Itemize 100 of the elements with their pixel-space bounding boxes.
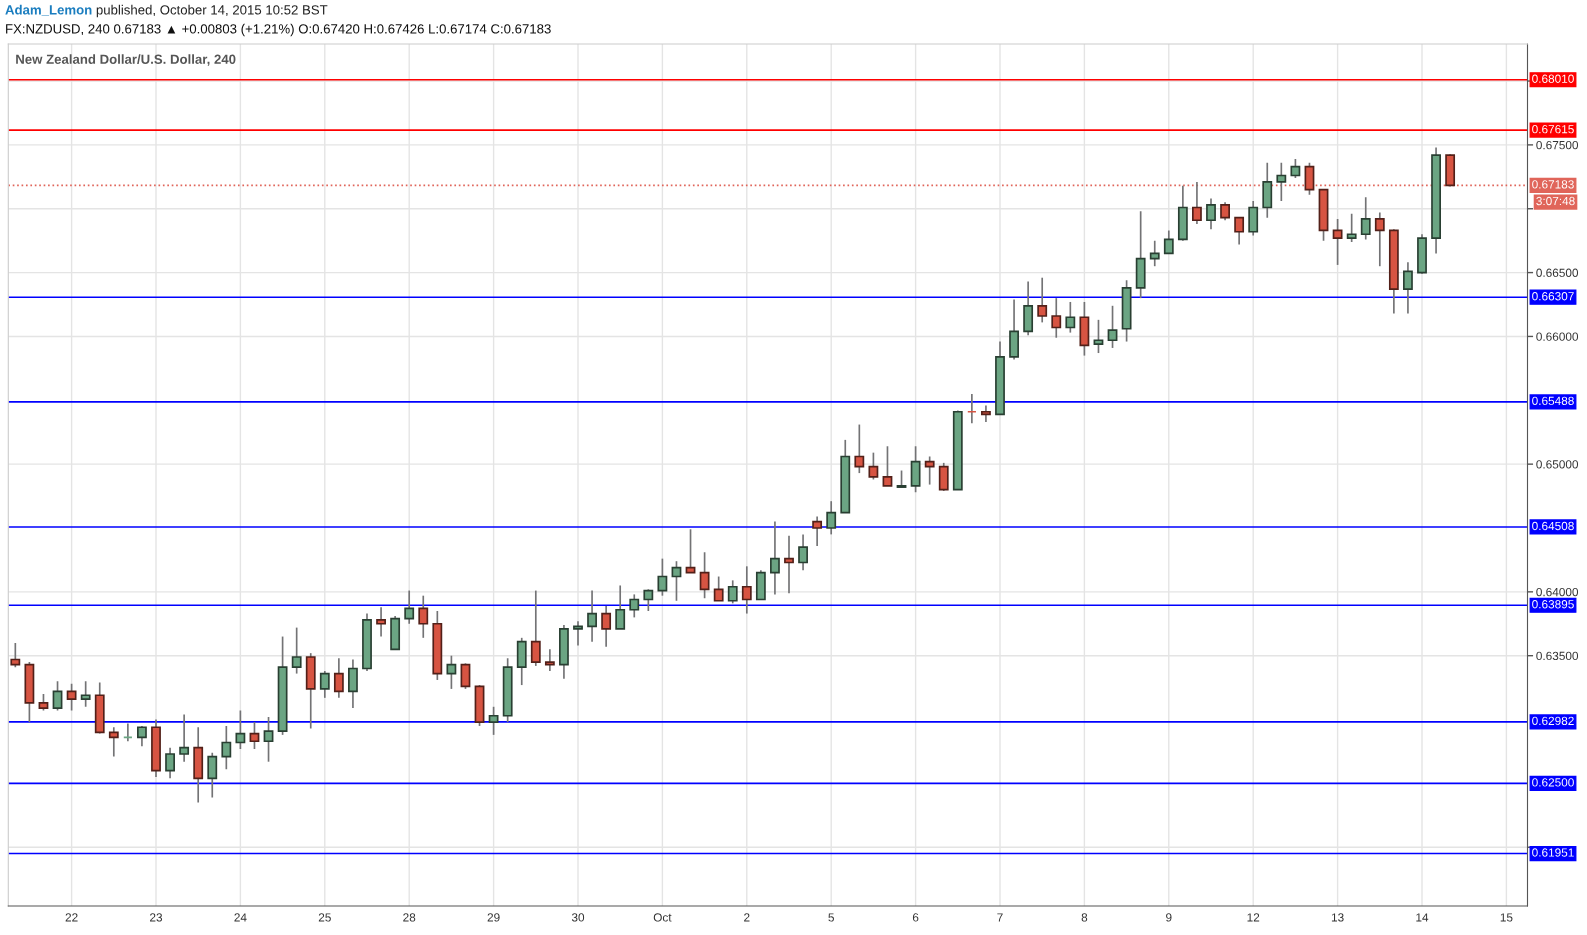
y-tick-label: 0.63500 [1536,651,1579,661]
candlestick [1065,301,1076,334]
candlestick [1051,297,1062,339]
candlestick [333,657,344,699]
ref-line-label: 0.62982 [1532,716,1574,726]
x-tick-label: 12 [1247,913,1260,922]
text: 3:07:48 [1536,196,1575,206]
candlestick [601,605,612,648]
candlestick [1290,158,1301,179]
candlestick [1037,276,1048,324]
candlestick [319,670,330,699]
candlestick [1304,161,1315,196]
candlestick [66,682,77,712]
text: published, October 14, 2015 10:52 BST [96,4,328,18]
candlestick [1346,213,1357,243]
x-tick-label: 28 [403,913,416,922]
candlestick [488,705,499,736]
chart-subtitle: FX:NZDUSD, 240 0.67183 ▲ +0.00803 (+1.21%) O:0.67420 H:0.67426 L:0.67174 C:0.67183 [6,23,551,37]
x-tick-label: 5 [828,913,834,922]
candlestick [1192,181,1202,225]
candlestick [741,565,752,615]
text: Adam_Lemon [5,4,92,17]
candlestick [1107,304,1118,349]
x-tick-label: 14 [1416,913,1429,922]
x-tick-label: 25 [318,913,331,922]
candlestick [713,575,724,602]
x-tick-label: 23 [150,913,163,922]
candlestick [249,721,260,750]
candlestick [179,713,190,763]
ref-line-label: 0.65488 [1532,396,1574,405]
x-tick-label: Oct [653,913,672,922]
x-tick-label: 6 [912,913,919,922]
candlestick [418,594,429,639]
candlestick [615,584,626,630]
y-tick-label: 0.66000 [1536,332,1579,341]
candlestick [404,589,415,625]
candlestick [530,589,541,667]
candlestick [263,716,274,763]
candlestick [10,642,21,669]
candlestick [1332,218,1343,266]
candlestick [544,648,555,672]
ref-line-label: 0.68010 [1532,74,1574,83]
candlestick [685,528,696,574]
candlestick [80,680,91,708]
ref-line-label: 0.64508 [1532,521,1574,531]
candlestick [291,626,302,675]
candlestick [699,551,710,600]
candlestick [1206,197,1216,231]
candlestick [1093,319,1104,354]
y-tick-label: 0.67500 [1536,140,1579,150]
candlestick [221,725,232,771]
candlestick [1374,211,1385,268]
candlestick [446,654,457,690]
candlestick [52,680,63,712]
ref-line-label: 0.66307 [1532,292,1574,301]
candlestick [460,662,471,690]
x-tick-label: 13 [1331,913,1344,922]
candlestick [643,588,654,612]
x-tick-label: 22 [65,913,78,922]
candlestick [348,658,358,709]
candlestick [938,462,949,492]
y-tick-label: 0.65000 [1536,460,1579,469]
x-tick-label: 15 [1500,913,1513,922]
x-tick-label: 8 [1081,913,1088,922]
candlestick [629,593,640,619]
candlestick [1163,229,1174,255]
ref-line-label: 0.67183 [1532,180,1574,189]
y-tick-label: 0.66500 [1536,268,1579,277]
candlestick [924,455,935,486]
candlestick [587,589,597,643]
candlestick [1234,216,1245,246]
candlestick [108,726,119,758]
candlestick [1403,261,1413,315]
x-tick-label: 9 [1166,913,1172,922]
candlestick [235,709,246,750]
ref-line-label: 0.62500 [1532,778,1574,787]
candlestick [812,515,823,547]
candlestick [798,533,808,571]
candlestick [727,579,738,605]
y-tick-label: 0.64000 [1536,587,1579,597]
x-tick-label: 7 [997,913,1003,922]
candlestick [770,520,780,596]
candlestick [826,500,837,536]
x-tick-label: 30 [571,913,585,922]
ref-line-label: 0.63895 [1532,600,1574,609]
ref-line-label: 0.61951 [1532,848,1574,857]
candlestick [981,404,991,423]
candlestick [1360,196,1371,241]
x-tick-label: 2 [744,913,750,922]
candlestick [1276,161,1287,202]
ref-line-label: 0.67615 [1532,125,1574,134]
candlestick [784,534,794,594]
candlestick [376,606,386,638]
candlestick [207,751,218,799]
candlestick [165,746,175,780]
candlestick [854,423,865,474]
candlestick [868,451,879,481]
x-tick-label: 24 [234,913,247,922]
x-tick-label: 29 [487,913,500,922]
text: New Zealand Dollar/U.S. Dollar, 240 [16,54,236,66]
